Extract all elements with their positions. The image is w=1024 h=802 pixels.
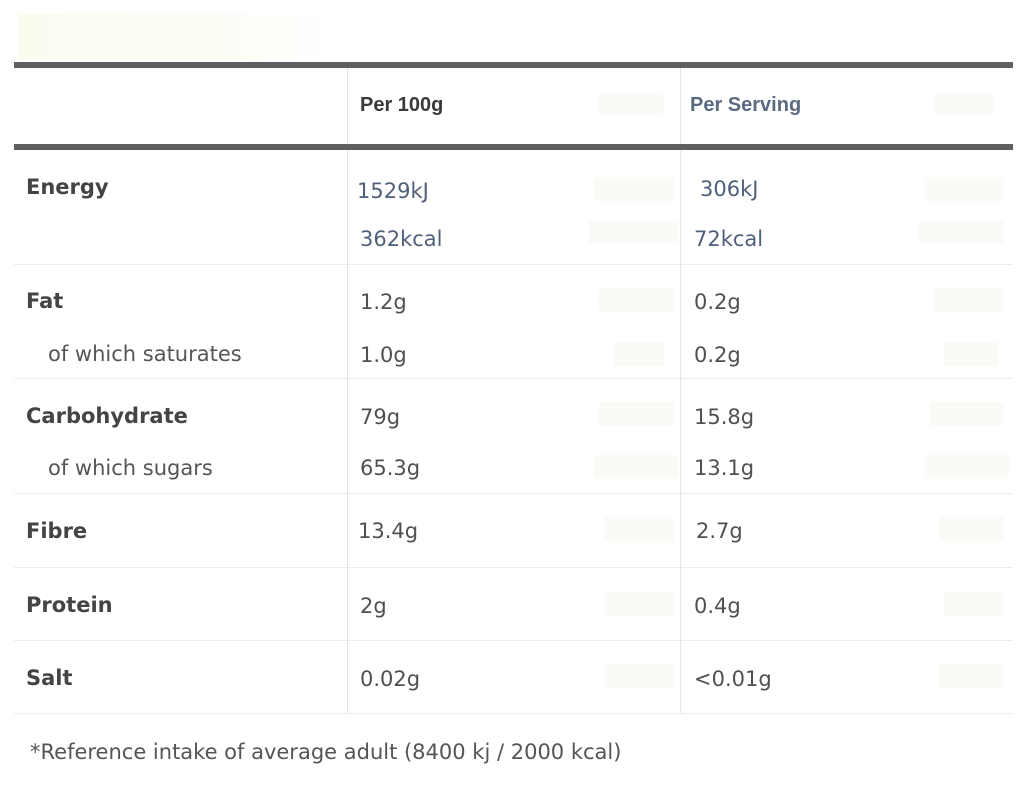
salt-per-serving: <0.01g [694, 667, 772, 691]
row-divider [14, 493, 1013, 494]
table-bottom-rule [14, 713, 1013, 714]
faded-artifact [589, 220, 679, 244]
faded-artifact [599, 402, 674, 426]
salt-per-100g: 0.02g [360, 667, 421, 691]
faded-artifact [924, 455, 1009, 479]
row-divider [14, 378, 1013, 379]
fibre-per-serving: 2.7g [696, 519, 743, 543]
energy-kj-per-100g: 1529kJ [357, 179, 429, 203]
faded-artifact [594, 177, 674, 201]
faded-artifact [614, 342, 664, 366]
protein-per-100g: 2g [360, 594, 387, 618]
saturates-per-serving: 0.2g [694, 343, 741, 367]
header-bottom-rule [14, 144, 1013, 150]
fibre-per-100g: 13.4g [358, 519, 419, 543]
faded-artifact [944, 592, 1004, 616]
faded-title-area [18, 14, 350, 60]
row-label-carbohydrate: Carbohydrate [26, 404, 188, 428]
row-divider [14, 640, 1013, 641]
row-label-fat: Fat [26, 289, 64, 313]
faded-artifact [599, 92, 664, 116]
saturates-per-100g: 1.0g [360, 343, 407, 367]
column-divider [680, 150, 681, 713]
carbohydrate-per-100g: 79g [360, 405, 401, 429]
faded-artifact [604, 592, 674, 616]
energy-kcal-per-serving: 72kcal [694, 227, 764, 251]
column-divider [680, 68, 681, 144]
row-label-sugars: of which sugars [48, 456, 213, 480]
header-per-serving: Per Serving [690, 94, 802, 116]
column-divider [347, 68, 348, 144]
faded-artifact [934, 92, 994, 116]
faded-artifact [604, 517, 674, 541]
faded-artifact [599, 288, 674, 312]
faded-artifact [929, 402, 1004, 426]
faded-artifact [919, 220, 1004, 244]
sugars-per-serving: 13.1g [694, 456, 755, 480]
row-divider [14, 567, 1013, 568]
protein-per-serving: 0.4g [694, 594, 741, 618]
faded-artifact [939, 664, 1004, 688]
faded-artifact [924, 177, 1004, 201]
row-label-protein: Protein [26, 593, 113, 617]
faded-artifact [604, 664, 674, 688]
row-label-salt: Salt [26, 666, 73, 690]
nutrition-table: Per 100g Per Serving Energy 1529kJ 306kJ… [14, 62, 1013, 714]
row-label-energy: Energy [26, 175, 109, 199]
fat-per-100g: 1.2g [360, 290, 407, 314]
carbohydrate-per-serving: 15.8g [694, 405, 755, 429]
table-top-rule [14, 62, 1013, 68]
sugars-per-100g: 65.3g [360, 456, 421, 480]
row-label-saturates: of which saturates [48, 342, 242, 366]
energy-kcal-per-100g: 362kcal [360, 227, 443, 251]
row-label-fibre: Fibre [26, 519, 88, 543]
faded-artifact [944, 342, 999, 366]
row-divider [14, 264, 1013, 265]
faded-artifact [939, 517, 1004, 541]
energy-kj-per-serving: 306kJ [700, 177, 759, 201]
faded-artifact [934, 288, 1004, 312]
column-divider [347, 150, 348, 713]
faded-artifact [594, 455, 679, 479]
fat-per-serving: 0.2g [694, 290, 741, 314]
header-per-100g: Per 100g [360, 94, 444, 116]
reference-intake-footnote: *Reference intake of average adult (8400… [30, 740, 622, 764]
